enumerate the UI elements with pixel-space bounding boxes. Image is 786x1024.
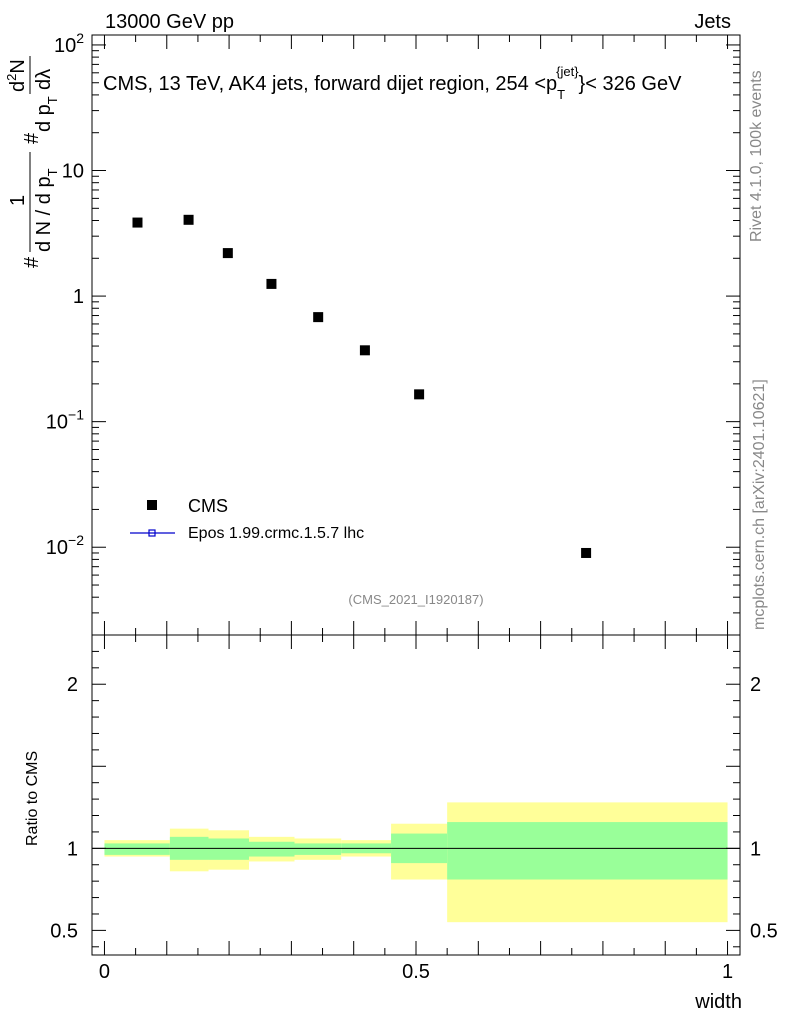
- ratio-stat-band: [249, 841, 295, 857]
- cms-data-point: [266, 278, 277, 289]
- title-sub: T: [557, 87, 565, 102]
- ylabel-hash-1: #: [21, 256, 43, 268]
- x-tick-labels: 0 0.5 1: [99, 961, 733, 983]
- main-axes: [92, 35, 740, 636]
- legend-cms-marker: [147, 500, 157, 510]
- x-tick-label: 1: [722, 961, 733, 983]
- ratio-y-tick-label: 1: [67, 838, 78, 860]
- title-suffix: }< 326 GeV: [579, 73, 683, 95]
- ratio-y-tick-label-right: 0.5: [750, 920, 778, 942]
- cms-data-point: [183, 214, 194, 225]
- main-y-tick-label: 10−2: [46, 532, 84, 559]
- legend-cms-label: CMS: [188, 496, 228, 516]
- rivet-label: Rivet 4.1.0, 100k events: [748, 70, 765, 242]
- ylabel-num: 1: [7, 195, 29, 206]
- analysis-watermark: (CMS_2021_I1920187): [348, 592, 483, 607]
- x-tick-label: 0.5: [402, 961, 430, 983]
- cms-data-point: [222, 248, 233, 259]
- ratio-stat-band: [208, 838, 250, 860]
- cms-data-point: [132, 217, 143, 228]
- ylabel-hash-2: #: [21, 132, 43, 144]
- cms-data-point: [359, 345, 370, 356]
- ratio-stat-band: [294, 843, 342, 855]
- ratio-y-tick-labels: 2 2 1 1 0.5 0.5: [50, 674, 778, 942]
- ratio-stat-band: [104, 843, 170, 855]
- legend-epos-marker: [148, 529, 156, 537]
- cms-data-point: [414, 389, 425, 400]
- legend: CMS Epos 1.99.crmc.1.5.7 lhc: [130, 496, 364, 542]
- cms-data-point: [581, 547, 592, 558]
- main-y-tick-label: 102: [54, 30, 84, 57]
- ratio-y-tick-label-right: 1: [750, 838, 761, 860]
- ratio-y-tick-label: 0.5: [50, 920, 78, 942]
- ratio-y-axis-label: Ratio to CMS: [24, 751, 41, 846]
- main-y-axis-label: # 1 d N / d pT # d pT d2N dλ: [4, 56, 60, 268]
- chart-title: CMS, 13 TeV, AK4 jets, forward dijet reg…: [103, 64, 682, 102]
- legend-epos-label: Epos 1.99.crmc.1.5.7 lhc: [188, 525, 364, 542]
- main-y-tick-label: 10: [62, 161, 84, 183]
- cms-data-point: [313, 312, 324, 323]
- ylabel-dlambda: dλ: [33, 69, 55, 90]
- main-plot-frame: [91, 34, 741, 636]
- ylabel-d2n: d2N: [4, 59, 29, 92]
- process-label: Jets: [694, 11, 731, 33]
- ylabel-inner-den: d pT: [33, 96, 60, 132]
- ratio-y-tick-label-right: 2: [750, 674, 761, 696]
- ylabel-den: d N / d pT: [33, 168, 60, 252]
- main-y-tick-labels: 102 10 1 10−1 10−2: [46, 30, 84, 559]
- x-tick-label: 0: [99, 961, 110, 983]
- ratio-y-tick-label: 2: [67, 674, 78, 696]
- cms-data-points: [132, 214, 592, 558]
- main-y-tick-label: 1: [73, 286, 84, 308]
- ratio-stat-band: [447, 822, 728, 880]
- energy-label: 13000 GeV pp: [105, 11, 234, 33]
- ratio-bands: [104, 802, 728, 923]
- ratio-plot-frame: [91, 634, 741, 956]
- main-y-tick-label: 10−1: [46, 407, 84, 434]
- x-axis-label: width: [694, 991, 742, 1013]
- ratio-axes: [92, 635, 740, 955]
- title-sup: {jet}: [556, 64, 579, 79]
- mcplots-label: mcplots.cern.ch [arXiv:2401.10621]: [751, 379, 768, 630]
- title-prefix: CMS, 13 TeV, AK4 jets, forward dijet reg…: [103, 73, 557, 95]
